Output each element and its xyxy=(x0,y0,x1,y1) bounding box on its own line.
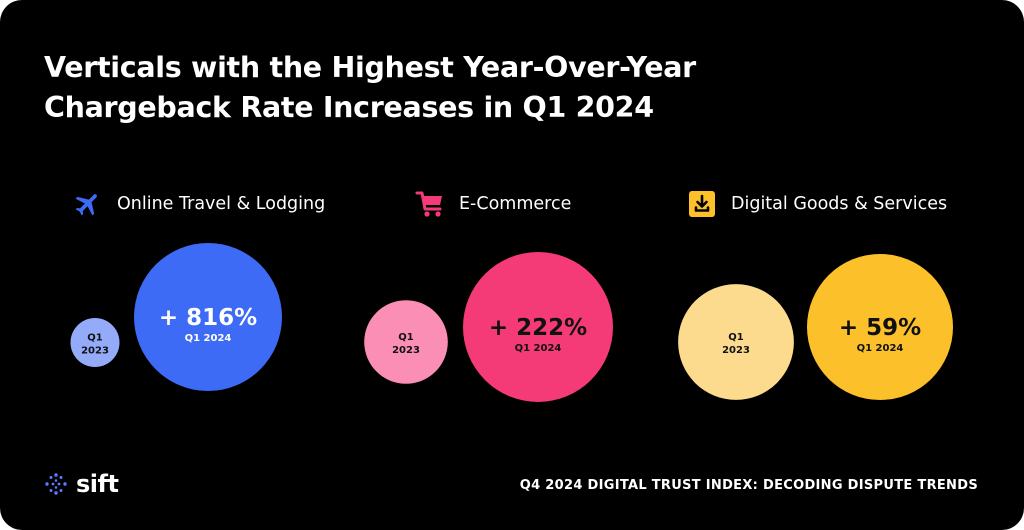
increase-label: + 59% xyxy=(839,315,921,341)
bubble-q1-2023 xyxy=(70,318,120,368)
title-line-2: Chargeback Rate Increases in Q1 2024 xyxy=(44,91,654,124)
increase-label: + 222% xyxy=(489,315,587,341)
bubble-q1-2024 xyxy=(134,243,282,391)
airplane-shape xyxy=(75,194,97,216)
q1-2024-label: Q1 2024 xyxy=(515,343,562,354)
bubble-q1-2024 xyxy=(463,252,613,402)
category-header-online-travel: Online Travel & Lodging xyxy=(72,187,325,221)
bubble-q1-2023 xyxy=(364,300,448,384)
q1-2024-label: Q1 2024 xyxy=(857,343,904,354)
q1-2023-label-line1: Q1 xyxy=(398,332,414,343)
airplane-icon xyxy=(72,188,104,220)
q1-2023-label-line2: 2023 xyxy=(81,346,109,357)
category-header-ecommerce: E-Commerce xyxy=(414,187,571,221)
q1-2023-label-line2: 2023 xyxy=(392,345,420,356)
title-line-1: Verticals with the Highest Year-Over-Yea… xyxy=(44,51,696,84)
download-icon xyxy=(686,188,718,220)
bubble-q1-2024 xyxy=(807,254,953,400)
footer-source: Q4 2024 DIGITAL TRUST INDEX: DECODING DI… xyxy=(519,478,978,493)
sift-logo: sift xyxy=(44,470,119,498)
category-header-digital-goods: Digital Goods & Services xyxy=(686,187,947,221)
chart-title: Verticals with the Highest Year-Over-Yea… xyxy=(44,48,804,128)
category-label: Digital Goods & Services xyxy=(731,194,948,214)
increase-label: + 816% xyxy=(159,305,257,331)
category-label: E-Commerce xyxy=(459,194,572,214)
logo-wordmark: sift xyxy=(76,470,119,498)
q1-2023-label-line1: Q1 xyxy=(87,333,103,344)
bubble-q1-2023 xyxy=(678,284,794,400)
q1-2023-label-line1: Q1 xyxy=(728,332,744,343)
q1-2024-label: Q1 2024 xyxy=(185,333,232,344)
q1-2023-label-line2: 2023 xyxy=(722,345,750,356)
shopping-cart-icon xyxy=(414,188,446,220)
sift-dots-icon xyxy=(45,473,67,495)
category-label: Online Travel & Lodging xyxy=(117,194,326,214)
